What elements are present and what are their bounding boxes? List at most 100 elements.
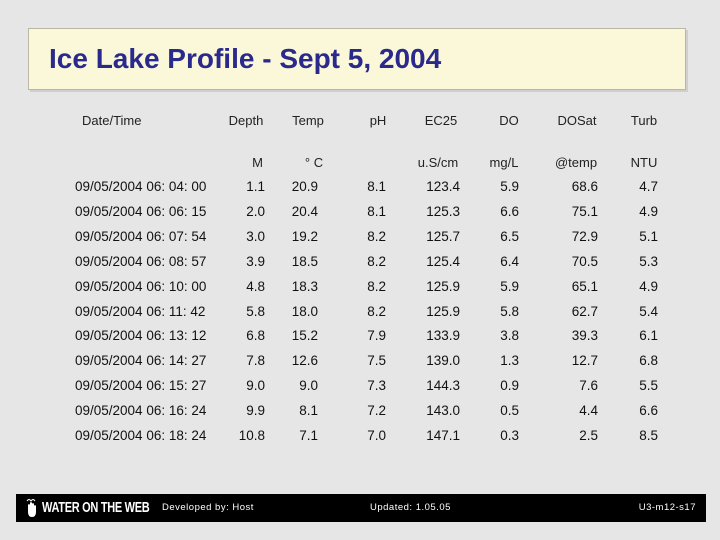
cell-dosat: 4.4 — [579, 403, 598, 418]
cell-ph: 8.2 — [367, 279, 386, 294]
cell-turb: 6.8 — [639, 353, 658, 368]
logo-text: WATER ON THE WEB — [42, 499, 150, 517]
cell-depth: 2.0 — [246, 204, 265, 219]
cell-temp: 18.3 — [291, 279, 318, 294]
cell-depth: 9.9 — [246, 403, 265, 418]
unit-turb: NTU — [630, 155, 658, 170]
cell-depth: 3.0 — [246, 229, 265, 244]
unit-ec25: u.S/cm — [417, 155, 459, 170]
cell-turb: 8.5 — [639, 428, 658, 443]
cell-datetime: 09/05/2004 06: 06: 15 — [75, 204, 207, 219]
cell-turb: 4.7 — [639, 179, 658, 194]
cell-do: 5.8 — [500, 304, 519, 319]
cell-ph: 7.5 — [367, 353, 386, 368]
data-table: Date/Time Depth Temp pH EC25 DO DOSat Turb M ° C u… — [75, 113, 658, 443]
header-ec25: EC25 — [424, 113, 458, 128]
cell-temp: 18.0 — [291, 304, 318, 319]
cell-datetime: 09/05/2004 06: 14: 27 — [75, 353, 207, 368]
cell-depth: 9.0 — [246, 378, 265, 393]
cell-ph: 8.2 — [367, 229, 386, 244]
cell-datetime: 09/05/2004 06: 13: 12 — [75, 328, 207, 343]
cell-datetime: 09/05/2004 06: 08: 57 — [75, 254, 207, 269]
cell-turb: 5.1 — [639, 229, 658, 244]
cell-turb: 5.5 — [639, 378, 658, 393]
cell-depth: 1.1 — [246, 179, 265, 194]
cell-ec25: 125.3 — [426, 204, 460, 219]
cell-ph: 8.1 — [367, 179, 386, 194]
cell-datetime: 09/05/2004 06: 16: 24 — [75, 403, 207, 418]
header-ph: pH — [369, 113, 387, 128]
cell-turb: 5.3 — [639, 254, 658, 269]
unit-dosat: @temp — [554, 155, 598, 170]
cell-dosat: 39.3 — [571, 328, 598, 343]
cell-temp: 15.2 — [291, 328, 318, 343]
cell-ph: 8.2 — [367, 254, 386, 269]
cell-ec25: 144.3 — [426, 378, 460, 393]
header-depth: Depth — [228, 113, 264, 128]
cell-do: 0.9 — [500, 378, 519, 393]
cell-do: 0.5 — [500, 403, 519, 418]
cell-ph: 7.2 — [367, 403, 386, 418]
cell-datetime: 09/05/2004 06: 04: 00 — [75, 179, 207, 194]
slide-id-text: U3-m12-s17 — [638, 502, 696, 513]
cell-ec25: 143.0 — [426, 403, 460, 418]
cell-do: 6.5 — [500, 229, 519, 244]
cell-depth: 3.9 — [246, 254, 265, 269]
cell-dosat: 68.6 — [571, 179, 598, 194]
cell-do: 5.9 — [500, 279, 519, 294]
cell-dosat: 72.9 — [571, 229, 598, 244]
cell-do: 3.8 — [500, 328, 519, 343]
cell-temp: 9.0 — [299, 378, 318, 393]
cell-depth: 10.8 — [238, 428, 265, 443]
unit-do: mg/L — [489, 155, 519, 170]
developed-by-text: Developed by: Host — [162, 502, 254, 513]
cell-ec25: 139.0 — [426, 353, 460, 368]
cell-dosat: 65.1 — [571, 279, 598, 294]
cell-temp: 8.1 — [299, 403, 318, 418]
cell-ec25: 125.9 — [426, 304, 460, 319]
cell-depth: 5.8 — [246, 304, 265, 319]
cell-datetime: 09/05/2004 06: 11: 42 — [75, 304, 206, 319]
cell-ph: 7.0 — [367, 428, 386, 443]
header-temp: Temp — [292, 113, 324, 128]
cell-do: 6.4 — [500, 254, 519, 269]
header-dosat: DOSat — [557, 113, 597, 128]
cell-datetime: 09/05/2004 06: 15: 27 — [75, 378, 207, 393]
cell-ph: 8.2 — [367, 304, 386, 319]
cell-dosat: 75.1 — [571, 204, 598, 219]
cell-ec25: 147.1 — [426, 428, 460, 443]
title-box: Ice Lake Profile - Sept 5, 2004 — [28, 28, 686, 90]
cell-dosat: 2.5 — [579, 428, 598, 443]
cell-depth: 7.8 — [246, 353, 265, 368]
unit-depth: M — [252, 155, 263, 170]
cell-temp: 12.6 — [291, 353, 318, 368]
cell-dosat: 7.6 — [579, 378, 598, 393]
cell-temp: 7.1 — [299, 428, 318, 443]
cell-ec25: 123.4 — [426, 179, 460, 194]
hand-wave-icon — [24, 498, 38, 518]
cell-datetime: 09/05/2004 06: 07: 54 — [75, 229, 207, 244]
updated-text: Updated: 1.05.05 — [370, 502, 451, 513]
cell-do: 1.3 — [500, 353, 519, 368]
cell-temp: 20.4 — [291, 204, 318, 219]
header-datetime: Date/Time — [82, 113, 142, 128]
cell-turb: 4.9 — [639, 204, 658, 219]
cell-dosat: 70.5 — [571, 254, 598, 269]
cell-ec25: 125.9 — [426, 279, 460, 294]
unit-temp: ° C — [304, 155, 324, 170]
cell-ph: 7.9 — [367, 328, 386, 343]
header-turb: Turb — [630, 113, 658, 128]
footer-bar: WATER ON THE WEB Developed by: Host Upda… — [16, 494, 706, 522]
cell-do: 6.6 — [500, 204, 519, 219]
cell-depth: 6.8 — [246, 328, 265, 343]
header-do: DO — [499, 113, 519, 128]
cell-do: 0.3 — [500, 428, 519, 443]
cell-dosat: 62.7 — [571, 304, 598, 319]
water-on-the-web-logo: WATER ON THE WEB — [24, 498, 150, 518]
cell-dosat: 12.7 — [571, 353, 598, 368]
page-title: Ice Lake Profile - Sept 5, 2004 — [49, 43, 442, 74]
cell-ec25: 125.7 — [426, 229, 460, 244]
cell-turb: 4.9 — [639, 279, 658, 294]
cell-temp: 19.2 — [291, 229, 318, 244]
cell-depth: 4.8 — [246, 279, 265, 294]
